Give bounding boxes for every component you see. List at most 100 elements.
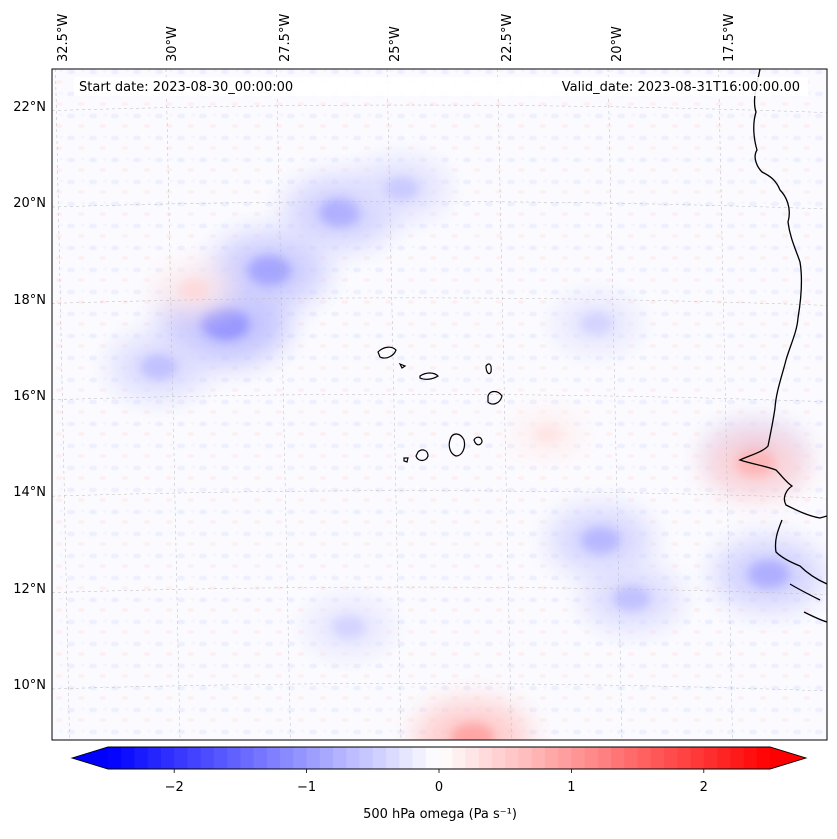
- colorbar-cell: [571, 747, 586, 769]
- colorbar-cell: [531, 747, 546, 769]
- island-brava: [403, 457, 409, 463]
- lat-label-14n: 14°N: [13, 485, 46, 500]
- meridian-line: [55, 69, 70, 740]
- colorbar-cell: [611, 747, 625, 769]
- ascent-core: [332, 616, 365, 639]
- colorbar-cell: [452, 747, 466, 769]
- island-maio: [473, 436, 483, 446]
- colorbar-tick-label: −2: [165, 780, 184, 795]
- parallel-line: [52, 683, 827, 692]
- colorbar-cell: [346, 747, 360, 769]
- descent-core: [534, 424, 562, 444]
- descent-region: [414, 700, 531, 740]
- map-frame: [51, 68, 828, 741]
- colorbar-cell: [756, 747, 771, 769]
- colorbar-cell: [439, 747, 453, 769]
- parallel-line: [52, 490, 827, 499]
- colorbar-cell: [253, 747, 268, 769]
- lat-label-22n: 22°N: [13, 100, 46, 115]
- colorbar-max-extension: [770, 747, 806, 769]
- colorbar-cell: [200, 747, 215, 769]
- island-sao-vicente: [398, 362, 407, 369]
- cape-verde-islands: [377, 346, 503, 463]
- valid-date-annotation: Valid_date: 2023-08-31T16:00:00.00: [562, 80, 800, 95]
- ascent-core: [613, 585, 651, 611]
- colorbar-cell: [359, 747, 374, 769]
- parallel-line: [52, 586, 827, 595]
- lon-label-20w: 20°W: [610, 26, 625, 62]
- colorbar-tick-label: −1: [297, 780, 316, 795]
- parallel-line: [52, 394, 827, 403]
- meridian-line: [165, 69, 181, 740]
- colorbar-cell: [597, 747, 612, 769]
- colorbar-cells: [108, 747, 771, 769]
- ascent-core: [581, 527, 621, 554]
- lat-label-16n: 16°N: [13, 389, 46, 404]
- meridian-line: [276, 69, 291, 740]
- descent-core: [450, 723, 495, 740]
- colorbar-cell: [584, 747, 599, 769]
- colorbar-cell: [412, 747, 427, 769]
- colorbar-cell: [703, 747, 718, 769]
- colorbar-cell: [293, 747, 307, 769]
- lat-label-18n: 18°N: [13, 293, 46, 308]
- island-santiago: [448, 433, 466, 457]
- colorbar-cell: [425, 747, 440, 769]
- colorbar-cell: [121, 747, 135, 769]
- colorbar-cell: [108, 747, 122, 769]
- colorbar-cell: [730, 747, 744, 769]
- start-date-annotation: Start date: 2023-08-30_00:00:00: [79, 80, 293, 95]
- longitude-labels: 32.5°W 30°W 27.5°W 25°W 22.5°W 20°W 17.5…: [56, 14, 737, 62]
- colorbar-min-extension: [72, 747, 108, 769]
- colorbar-cell: [333, 747, 347, 769]
- colorbar-cell: [187, 747, 202, 769]
- lon-label-22-5w: 22.5°W: [500, 14, 515, 62]
- ascent-core: [247, 255, 292, 286]
- colorbar: −2 −1 0 1 2 500 hPa omega (Pa s⁻¹): [70, 746, 808, 822]
- parallel-line: [52, 104, 827, 113]
- meridian-line: [497, 69, 512, 740]
- parallel-line: [52, 297, 827, 306]
- lat-label-12n: 12°N: [13, 582, 46, 597]
- island-sao-nicolau: [419, 372, 439, 380]
- island-fogo: [415, 449, 429, 462]
- colorbar-cell: [465, 747, 480, 769]
- latitude-labels: 22°N 20°N 18°N 16°N 14°N 12°N 10°N: [13, 100, 46, 693]
- island-sal: [485, 363, 492, 375]
- ascent-core: [384, 176, 420, 201]
- lat-label-10n: 10°N: [13, 678, 46, 693]
- ascent-core: [580, 312, 613, 335]
- annotation-box: [74, 77, 808, 96]
- colorbar-outline: [70, 746, 808, 770]
- map-panel: Start date: 2023-08-30_00:00:00 Valid_da…: [51, 68, 828, 741]
- colorbar-cell: [650, 747, 665, 769]
- colorbar-cell: [399, 747, 413, 769]
- omega-field: [109, 158, 824, 740]
- colorbar-cell: [637, 747, 652, 769]
- colorbar-cell: [227, 747, 241, 769]
- colorbar-cell: [478, 747, 493, 769]
- ascent-core: [200, 306, 250, 341]
- colorbar-cell: [717, 747, 731, 769]
- colorbar-cell: [544, 747, 559, 769]
- lon-label-30w: 30°W: [165, 26, 180, 62]
- colorbar-cell: [491, 747, 506, 769]
- colorbar-cell: [174, 747, 188, 769]
- lon-label-32-5w: 32.5°W: [56, 14, 71, 62]
- ascent-core: [319, 198, 361, 227]
- descent-core: [735, 449, 776, 477]
- graticule: [52, 69, 827, 740]
- colorbar-cell: [240, 747, 255, 769]
- colorbar-cell: [319, 747, 334, 769]
- colorbar-cell: [664, 747, 678, 769]
- colorbar-cell: [147, 747, 162, 769]
- colorbar-cell: [518, 747, 533, 769]
- coastline-africa: [738, 69, 827, 623]
- colorbar-cell: [558, 747, 572, 769]
- colorbar-cell: [160, 747, 175, 769]
- island-boa-vista: [487, 390, 503, 405]
- colorbar-cell: [743, 747, 758, 769]
- lat-label-20n: 20°N: [13, 196, 46, 211]
- colorbar-cell: [134, 747, 149, 769]
- colorbar-cell: [386, 747, 400, 769]
